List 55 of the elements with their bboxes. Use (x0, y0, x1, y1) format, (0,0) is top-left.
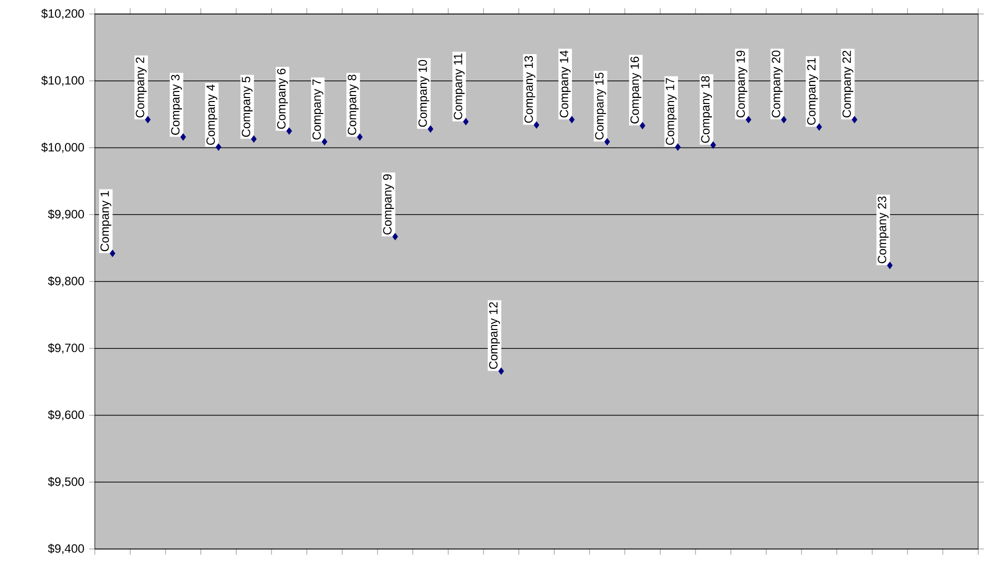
point (498, 368, 504, 375)
y-tick-label: $10,000 (41, 142, 84, 154)
data-label: Company 22 (842, 50, 854, 118)
point (710, 142, 716, 149)
point (392, 233, 398, 240)
y-tick-label: $10,200 (41, 8, 84, 20)
point (746, 116, 752, 124)
point (180, 134, 186, 141)
data-label: Company 23 (878, 196, 889, 264)
data-label: Company 20 (772, 50, 783, 118)
data-label: Company 6 (277, 68, 288, 129)
point (110, 250, 116, 258)
data-label: Company 14 (560, 50, 571, 118)
point (463, 118, 469, 126)
point (251, 136, 257, 143)
point (428, 126, 434, 133)
point (604, 138, 610, 146)
y-tick-label: $9,600 (48, 410, 84, 421)
data-label: Company 12 (489, 302, 500, 369)
y-tick-label: $9,500 (48, 477, 84, 488)
data-label: Company 11 (454, 54, 465, 120)
y-tick-label: $9,700 (48, 343, 84, 354)
point (569, 116, 575, 124)
point (640, 122, 646, 130)
point (852, 116, 858, 124)
point (145, 116, 151, 124)
point (357, 134, 363, 141)
data-label: Company 8 (348, 74, 359, 135)
data-label: Company 3 (171, 74, 182, 135)
data-label: Company 2 (136, 58, 147, 118)
y-tick-label: $9,800 (48, 276, 84, 287)
data-label: Company 1 (100, 191, 112, 252)
y-tick-label: $10,100 (41, 76, 84, 86)
point (534, 122, 540, 129)
data-label: Company 10 (418, 60, 430, 127)
data-label: Company 15 (595, 72, 606, 140)
data-label: Company 19 (736, 50, 748, 118)
data-label: Company 17 (666, 78, 677, 145)
point (322, 138, 328, 146)
point (216, 144, 222, 151)
data-label: Company 13 (524, 56, 536, 123)
point (675, 144, 681, 151)
data-label: Company 7 (312, 80, 324, 140)
data-label: Company 5 (242, 76, 253, 137)
data-label: Company 21 (807, 58, 818, 125)
point (816, 124, 822, 131)
y-tick-label: $9,900 (48, 210, 84, 220)
data-label: Company 18 (701, 76, 712, 143)
data-label: Company 16 (630, 56, 642, 124)
point (887, 262, 893, 270)
data-label: Company 4 (206, 84, 218, 145)
data-label: Company 9 (383, 174, 394, 235)
y-tick-label: $9,400 (48, 544, 84, 554)
point (286, 128, 292, 135)
point (781, 116, 787, 124)
